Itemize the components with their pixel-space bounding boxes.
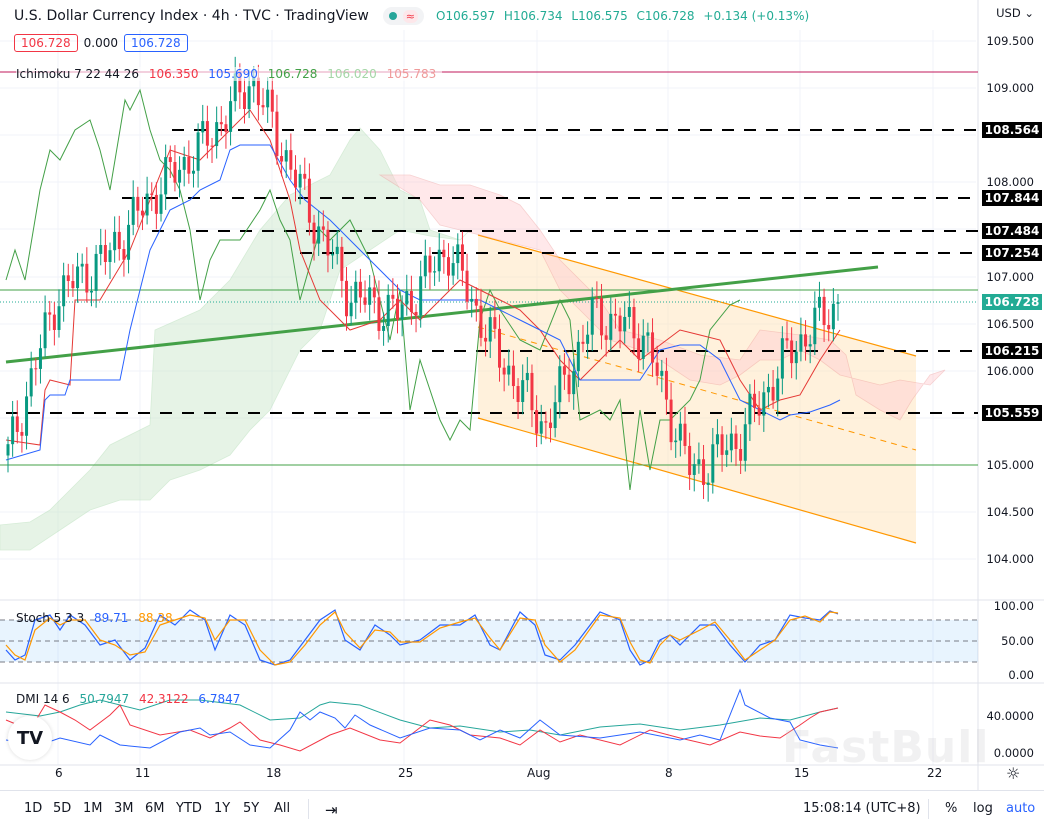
range-ytd-button[interactable]: YTD	[176, 801, 202, 816]
goto-date-icon[interactable]: ⇥	[325, 801, 338, 819]
ohlc-values: O106.597 H106.734 L106.575 C106.728 +0.1…	[436, 9, 814, 23]
price-tick: 106.000	[986, 364, 1034, 378]
spread-value: 0.000	[83, 36, 118, 50]
candlesticks[interactable]	[6, 56, 840, 502]
stoch-d-value: 88.38	[138, 611, 173, 625]
open-value: O106.597	[436, 9, 496, 23]
ichimoku-spana-value: 106.020	[327, 67, 377, 81]
level-tag: 107.254	[982, 245, 1042, 261]
watermark: FastBull	[782, 722, 990, 773]
time-tick: Aug	[527, 766, 551, 780]
chart-header: U.S. Dollar Currency Index · 4h · TVC · …	[14, 7, 814, 25]
time-tick: 11	[135, 766, 151, 780]
price-tick: 108.000	[986, 175, 1034, 189]
channel-upper[interactable]	[477, 234, 917, 357]
channel-fill	[478, 235, 916, 543]
time-tick: 15	[794, 766, 810, 780]
stoch-tick: 0.00	[1008, 668, 1034, 682]
level-tag: 107.844	[982, 190, 1042, 206]
settings-gear-icon[interactable]: ☼	[1006, 764, 1021, 783]
channel-mid[interactable]	[477, 326, 917, 451]
bottom-toolbar: 1D 5D 1M 3M 6M YTD 1Y 5Y All ⇥ 15:08:14 …	[0, 790, 1044, 827]
last-price-tag: 106.728	[982, 294, 1042, 310]
dmi-tick: 40.0000	[986, 709, 1034, 723]
price-tick: 104.500	[986, 505, 1034, 519]
time-tick: 6	[55, 766, 63, 780]
range-6m-button[interactable]: 6M	[145, 801, 165, 816]
log-scale-toggle[interactable]: log	[973, 801, 993, 816]
trade-buttons: 106.728 0.000 106.728	[14, 34, 188, 52]
stoch-d-line	[5, 611, 839, 666]
price-tick: 109.000	[986, 81, 1034, 95]
dmi-plus-di-line	[5, 704, 839, 752]
percent-scale-toggle[interactable]: %	[945, 801, 958, 816]
ichimoku-base-value: 105.690	[208, 67, 258, 81]
level-tag: 107.484	[982, 223, 1042, 239]
close-value: C106.728	[636, 9, 695, 23]
price-tick: 107.000	[986, 270, 1034, 284]
range-all-button[interactable]: All	[274, 801, 291, 816]
tradingview-logo[interactable]: TV	[8, 716, 52, 760]
range-3m-button[interactable]: 3M	[114, 801, 134, 816]
dmi-minus-di-line	[5, 688, 839, 749]
range-1y-button[interactable]: 1Y	[214, 801, 231, 816]
ichimoku-base-line	[5, 144, 841, 461]
level-tag: 105.559	[982, 405, 1042, 421]
time-tick: 22	[927, 766, 943, 780]
ichimoku-legend[interactable]: Ichimoku 7 22 44 26 106.350 105.690 106.…	[16, 67, 443, 81]
ichimoku-label: Ichimoku 7 22 44 26	[16, 67, 139, 81]
clock-timezone[interactable]: 15:08:14 (UTC+8)	[803, 801, 921, 816]
dmi-plus-di-value: 42.3122	[138, 692, 189, 706]
low-value: L106.575	[571, 9, 628, 23]
dmi-legend[interactable]: DMI 14 6 50.7947 42.3122 6.7847	[16, 692, 246, 706]
stoch-label: Stoch 5 3 3	[16, 611, 85, 625]
trendline[interactable]	[5, 265, 879, 364]
stoch-legend[interactable]: Stoch 5 3 3 89.71 88.38	[16, 611, 179, 625]
dmi-label: DMI 14 6	[16, 692, 70, 706]
dmi-adx-value: 50.7947	[79, 692, 130, 706]
buy-button[interactable]: 106.728	[123, 34, 188, 52]
stoch-tick: 100.00	[993, 599, 1034, 613]
dmi-tick: 0.0000	[993, 746, 1034, 760]
change-value: +0.134 (+0.13%)	[703, 9, 810, 23]
currency-dropdown[interactable]: USD ⌄	[996, 6, 1034, 20]
time-tick: 18	[266, 766, 282, 780]
level-tag: 106.215	[982, 343, 1042, 359]
level-tag: 108.564	[982, 122, 1042, 138]
sell-button[interactable]: 106.728	[14, 34, 78, 52]
ichimoku-conversion-value: 106.350	[148, 67, 199, 81]
price-tick: 104.000	[986, 552, 1034, 566]
time-tick: 8	[665, 766, 673, 780]
dmi-minus-di-value: 6.7847	[198, 692, 241, 706]
ichimoku-cloud-bear	[378, 174, 946, 421]
high-value: H106.734	[503, 9, 563, 23]
range-5y-button[interactable]: 5Y	[243, 801, 260, 816]
range-5d-button[interactable]: 5D	[53, 801, 72, 816]
time-tick: 25	[398, 766, 414, 780]
ichimoku-cloud-bull	[0, 127, 471, 551]
range-1d-button[interactable]: 1D	[24, 801, 43, 816]
range-1m-button[interactable]: 1M	[83, 801, 103, 816]
ichimoku-spanb-value: 105.783	[386, 67, 437, 81]
price-tick: 105.000	[986, 458, 1034, 472]
stoch-k-value: 89.71	[94, 611, 129, 625]
price-tick: 106.500	[986, 317, 1034, 331]
delayed-data-icon: ≈	[402, 9, 419, 23]
stoch-tick: 50.00	[1001, 634, 1034, 648]
price-tick: 109.500	[986, 34, 1034, 48]
symbol-title[interactable]: U.S. Dollar Currency Index · 4h · TVC · …	[14, 8, 369, 24]
market-open-icon	[388, 12, 397, 20]
market-status-pill[interactable]: ≈	[382, 7, 425, 25]
auto-scale-toggle[interactable]: auto	[1006, 801, 1036, 816]
ichimoku-lagging-value: 106.728	[267, 67, 318, 81]
